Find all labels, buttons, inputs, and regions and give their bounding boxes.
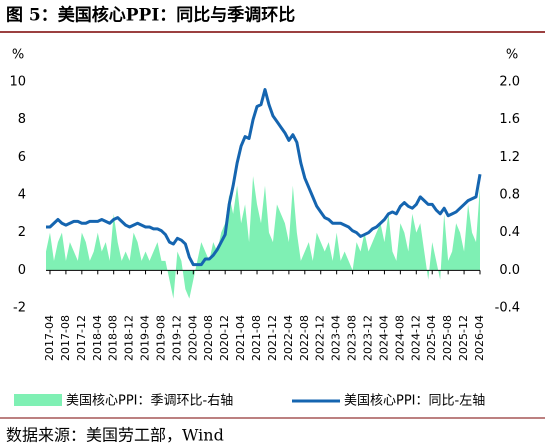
x-tick-label: 2024-04 xyxy=(377,315,390,361)
y-tick-label: -2 xyxy=(13,301,26,316)
y2-axis-unit: % xyxy=(506,48,518,63)
y-tick-label: 8 xyxy=(18,112,26,127)
x-tick-label: 2018-12 xyxy=(123,315,136,361)
y-tick-label: 4 xyxy=(18,188,26,203)
x-tick-label: 2017-08 xyxy=(59,315,72,361)
x-tick-label: 2025-12 xyxy=(457,315,470,361)
x-tick-label: 2024-08 xyxy=(393,315,406,361)
x-tick-label: 2022-04 xyxy=(282,315,295,361)
legend-swatch xyxy=(14,394,62,406)
x-tick-label: 2021-12 xyxy=(266,315,279,361)
x-tick-label: 2017-04 xyxy=(43,315,56,361)
y-tick-label: 0 xyxy=(18,263,26,278)
y-tick-label: 6 xyxy=(18,150,26,165)
x-tick-label: 2021-08 xyxy=(250,315,263,361)
legend-label: 美国核心PPI：同比-左轴 xyxy=(344,394,485,409)
x-tick-label: 2020-12 xyxy=(218,315,231,361)
y-tick-label: 2 xyxy=(18,225,26,240)
x-tick-label: 2017-12 xyxy=(75,315,88,361)
x-tick-label: 2024-12 xyxy=(409,315,422,361)
x-tick-label: 2026-04 xyxy=(473,315,486,361)
y2-tick-label: 1.6 xyxy=(499,112,520,127)
y2-tick-label: 0.0 xyxy=(499,263,520,278)
x-tick-label: 2019-08 xyxy=(154,315,167,361)
x-tick-label: 2019-04 xyxy=(139,315,152,361)
y2-tick-label: 2.0 xyxy=(499,75,520,90)
x-tick-label: 2022-08 xyxy=(298,315,311,361)
x-tick-label: 2025-08 xyxy=(441,315,454,361)
chart-title: 图 5：美国核心PPI：同比与季调环比 xyxy=(6,5,295,26)
x-tick-label: 2025-04 xyxy=(425,315,438,361)
x-tick-label: 2018-08 xyxy=(107,315,120,361)
x-tick-label: 2021-04 xyxy=(234,315,247,361)
x-tick-label: 2023-12 xyxy=(362,315,375,361)
x-tick-label: 2022-12 xyxy=(314,315,327,361)
x-tick-label: 2018-04 xyxy=(91,315,104,361)
x-tick-label: 2023-04 xyxy=(330,315,343,361)
source: 数据来源：美国劳工部，Wind xyxy=(6,426,224,445)
y2-tick-label: -0.4 xyxy=(495,301,520,316)
line xyxy=(46,88,482,267)
x-tick-label: 2019-12 xyxy=(170,315,183,361)
y-tick-label: 10 xyxy=(9,75,26,90)
y2-tick-label: 1.2 xyxy=(499,150,520,165)
x-tick-label: 2023-08 xyxy=(346,315,359,361)
y-axis-unit: % xyxy=(12,48,24,63)
legend-label: 美国核心PPI：季调环比-右轴 xyxy=(66,394,233,409)
x-tick-label: 2020-08 xyxy=(202,315,215,361)
area xyxy=(46,176,480,299)
x-tick-label: 2020-04 xyxy=(186,315,199,361)
y2-tick-label: 0.8 xyxy=(499,188,520,203)
y2-tick-label: 0.4 xyxy=(499,225,520,240)
